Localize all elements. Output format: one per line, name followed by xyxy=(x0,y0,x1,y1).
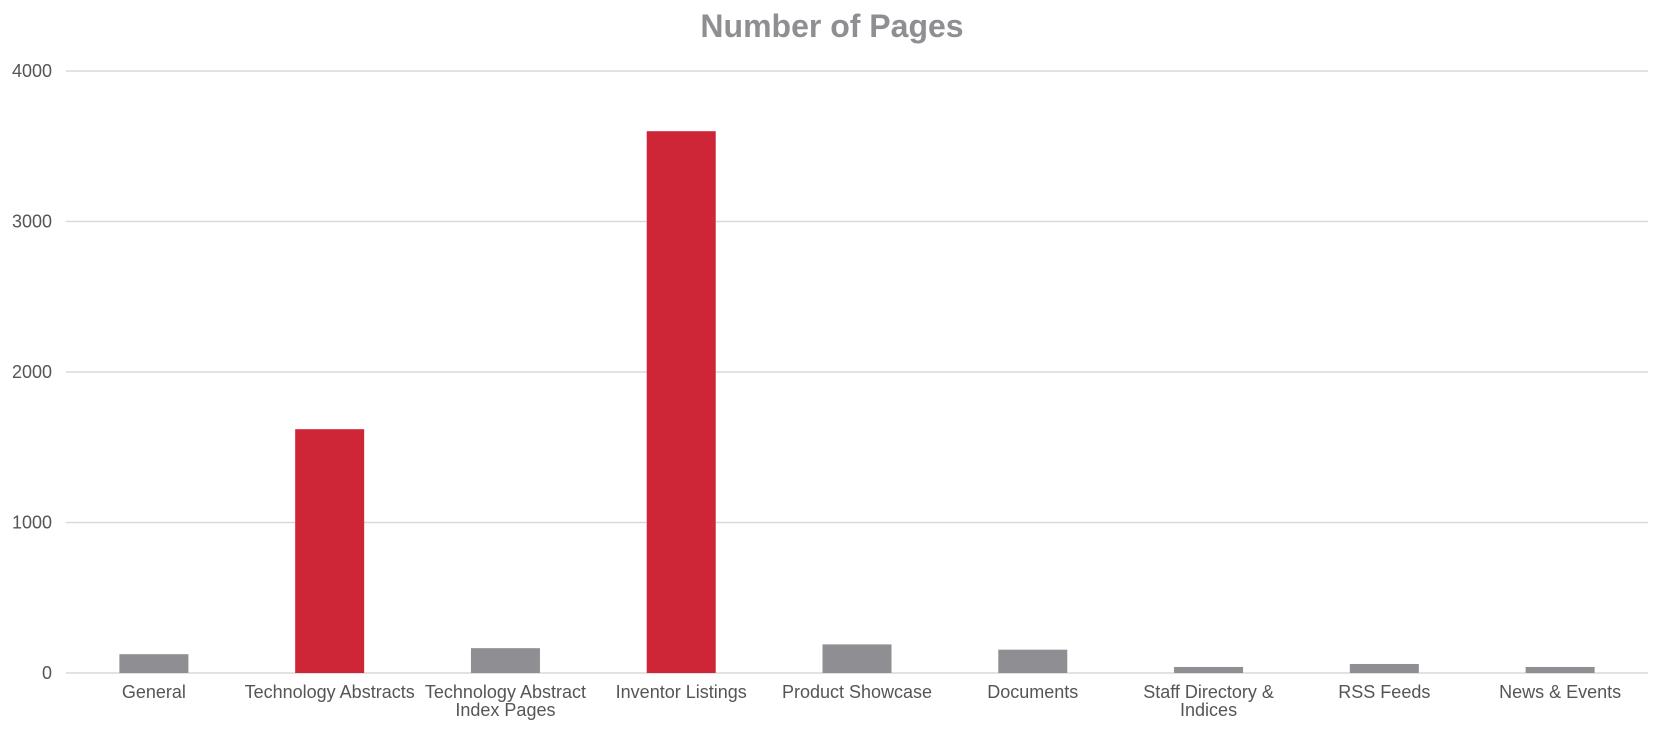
x-tick-label: RSS Feeds xyxy=(1338,682,1430,702)
bar xyxy=(646,131,716,673)
x-tick-label: News & Events xyxy=(1499,682,1621,702)
bars xyxy=(119,131,1595,673)
y-tick-label: 1000 xyxy=(12,513,52,533)
bar xyxy=(1525,666,1595,673)
y-tick-label: 2000 xyxy=(12,362,52,382)
x-axis-labels: General Technology Abstracts Technology Ab… xyxy=(122,682,1621,720)
y-tick-label: 0 xyxy=(42,663,52,683)
x-tick-label: Inventor Listings xyxy=(616,682,747,702)
x-tick-label: Technology Abstract Index Pages xyxy=(425,682,586,720)
x-tick-label: Technology Abstracts xyxy=(245,682,415,702)
bar xyxy=(822,644,892,673)
bar xyxy=(470,648,540,673)
x-tick-label: General xyxy=(122,682,186,702)
y-axis-ticks: 0 1000 2000 3000 4000 xyxy=(12,61,52,683)
bar xyxy=(998,649,1068,673)
bar xyxy=(119,654,189,673)
y-tick-label: 3000 xyxy=(12,212,52,232)
x-tick-label: Documents xyxy=(987,682,1078,702)
bar xyxy=(295,429,365,673)
x-tick-label: Product Showcase xyxy=(782,682,932,702)
chart-title: Number of Pages xyxy=(700,8,964,44)
y-tick-label: 4000 xyxy=(12,61,52,81)
bar xyxy=(1349,663,1419,673)
x-tick-label: Staff Directory & Indices xyxy=(1143,682,1274,720)
bar xyxy=(1174,666,1244,673)
